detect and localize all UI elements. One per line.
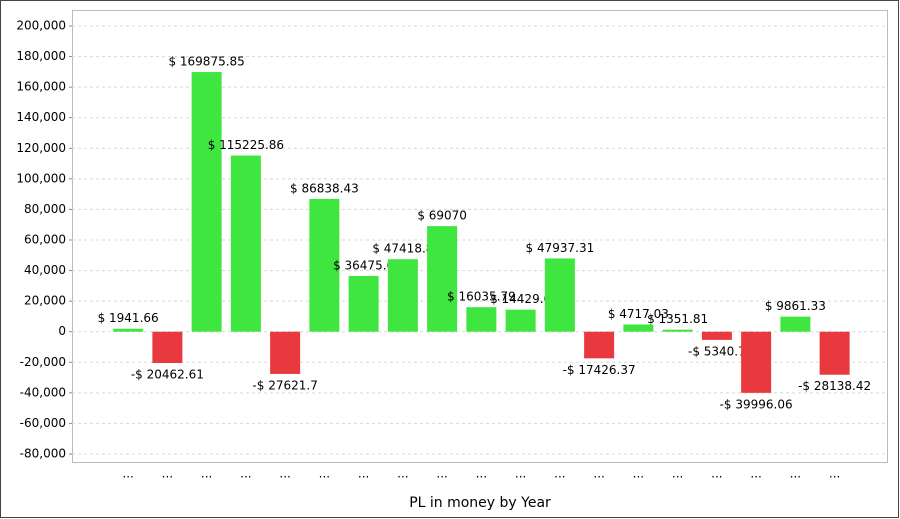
value-label: $ 36475.6 <box>333 258 394 272</box>
x-tick-label: ... <box>515 467 526 481</box>
value-label: -$ 20462.61 <box>131 367 204 381</box>
x-tick-label: ... <box>279 467 290 481</box>
y-tick-label: -60,000 <box>20 416 66 430</box>
bar <box>270 331 301 374</box>
x-tick-label: ... <box>672 467 683 481</box>
value-label: -$ 28138.42 <box>798 379 871 393</box>
x-tick-label: ... <box>829 467 840 481</box>
x-tick-label: ... <box>554 467 565 481</box>
x-tick-label: ... <box>436 467 447 481</box>
bar <box>113 328 144 332</box>
x-tick-label: ... <box>476 467 487 481</box>
x-tick-label: ... <box>358 467 369 481</box>
y-tick-label: 140,000 <box>16 110 66 124</box>
value-label: -$ 27621.7 <box>252 378 317 392</box>
x-tick-label: ... <box>593 467 604 481</box>
bar <box>309 198 340 332</box>
y-tick-label: 0 <box>58 324 66 338</box>
value-label: $ 1941.66 <box>98 311 159 325</box>
value-label: $ 14429.6 <box>490 292 551 306</box>
value-label: -$ 5340.7 <box>688 344 746 358</box>
value-label: $ 115225.86 <box>208 138 284 152</box>
x-tick-label: ... <box>790 467 801 481</box>
x-tick-label: ... <box>633 467 644 481</box>
bar <box>819 331 850 375</box>
value-label: $ 16035.79 <box>447 290 516 304</box>
bar <box>348 275 379 332</box>
y-tick-label: -80,000 <box>20 447 66 461</box>
bar <box>623 324 654 332</box>
bar <box>584 331 615 359</box>
y-tick-label: 40,000 <box>24 263 66 277</box>
value-label: $ 4717.03 <box>608 307 669 321</box>
value-label: -$ 17426.37 <box>563 363 636 377</box>
bar <box>701 331 732 340</box>
bar <box>191 72 222 332</box>
x-tick-label: ... <box>397 467 408 481</box>
value-label: $ 47937.31 <box>526 241 595 255</box>
bar <box>466 307 497 332</box>
value-label: $ 1351.81 <box>647 312 708 326</box>
y-tick-label: 180,000 <box>16 49 66 63</box>
y-tick-label: -20,000 <box>20 355 66 369</box>
x-tick-label: ... <box>122 467 133 481</box>
value-label: -$ 39996.06 <box>720 397 793 411</box>
bar <box>505 309 536 332</box>
x-tick-label: ... <box>162 467 173 481</box>
bar <box>741 331 772 393</box>
x-axis-title: PL in money by Year <box>409 495 551 511</box>
value-label: $ 47418.8 <box>372 242 433 256</box>
value-label: $ 86838.43 <box>290 181 359 195</box>
y-tick-label: 60,000 <box>24 233 66 247</box>
y-tick-label: 80,000 <box>24 202 66 216</box>
value-label: $ 69070 <box>417 209 467 223</box>
bar <box>662 329 693 332</box>
y-tick-label: 100,000 <box>16 171 66 185</box>
bar <box>544 258 575 332</box>
y-tick-label: 160,000 <box>16 80 66 94</box>
x-tick-label: ... <box>201 467 212 481</box>
bar <box>780 316 811 332</box>
y-tick-label: 120,000 <box>16 141 66 155</box>
x-tick-label: ... <box>240 467 251 481</box>
bar <box>230 155 261 332</box>
value-label: $ 169875.85 <box>168 55 244 69</box>
x-tick-label: ... <box>319 467 330 481</box>
y-tick-label: -40,000 <box>20 385 66 399</box>
y-tick-label: 200,000 <box>16 19 66 33</box>
bar <box>427 226 458 332</box>
bar <box>387 259 418 332</box>
x-tick-label: ... <box>750 467 761 481</box>
value-label: $ 9861.33 <box>765 299 826 313</box>
y-tick-label: 20,000 <box>24 294 66 308</box>
x-tick-label: ... <box>711 467 722 481</box>
bar <box>152 331 183 363</box>
